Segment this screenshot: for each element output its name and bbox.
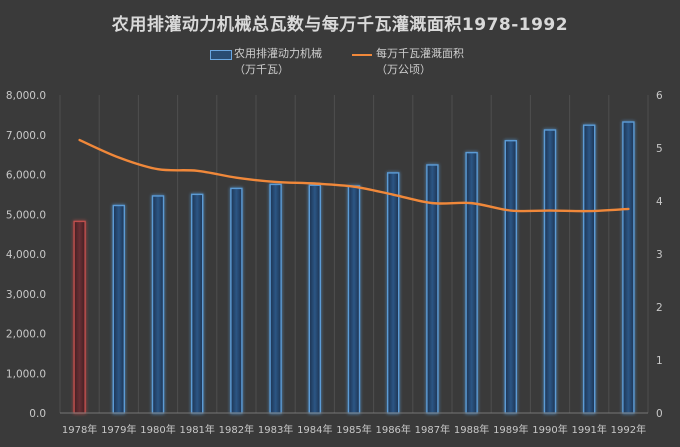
- x-tick-label: 1987年: [415, 423, 450, 436]
- y-right-tick-label: 3: [656, 249, 663, 261]
- y-left-tick-label: 1,000.0: [6, 368, 46, 380]
- y-left-tick-label: 4,000.0: [6, 249, 46, 261]
- chart-title: 农用排灌动力机械总瓦数与每万千瓦灌溉面积1978-1992: [111, 15, 569, 35]
- bar: [387, 172, 400, 414]
- y-right-tick-label: 4: [656, 196, 663, 208]
- bar: [465, 151, 478, 414]
- bars-layer: [73, 121, 635, 414]
- x-tick-label: 1985年: [336, 423, 371, 436]
- line-layer: [78, 138, 630, 213]
- x-tick-label: 1991年: [571, 423, 606, 436]
- x-tick-label: 1989年: [493, 423, 528, 436]
- y-right-tick-label: 2: [656, 302, 663, 314]
- x-tick-label: 1980年: [140, 423, 175, 436]
- bar: [151, 195, 165, 414]
- y-left-tick-label: 2,000.0: [6, 329, 46, 341]
- axis-layer: 0.0 1,000.0 2,000.0 3,000.0 4,000.0 5,000.0 6,…: [6, 90, 663, 436]
- grid-layer: [59, 95, 649, 413]
- x-tick-label: 1988年: [454, 423, 489, 436]
- legend-line-swatch: [352, 54, 372, 56]
- x-tick-label: 1984年: [297, 423, 332, 436]
- y-right-tick-label: 6: [656, 90, 663, 102]
- bar: [543, 129, 557, 414]
- y-right-tick-label: 1: [656, 355, 663, 367]
- y-left-tick-label: 7,000.0: [6, 130, 46, 142]
- x-tick-label: 1992年: [611, 423, 646, 436]
- legend-bar-unit: （万千瓦）: [234, 63, 289, 76]
- x-tick-label: 1986年: [375, 423, 410, 436]
- x-tick-label: 1990年: [532, 423, 567, 436]
- bar: [190, 193, 204, 414]
- y-right-tick-label: 0: [656, 408, 663, 420]
- legend-bar-swatch: [210, 50, 232, 60]
- bar: [622, 121, 635, 414]
- y-left-tick-label: 8,000.0: [6, 90, 46, 102]
- x-tick-label: 1983年: [258, 423, 293, 436]
- x-tick-label: 1978年: [62, 423, 97, 436]
- bar: [583, 124, 596, 414]
- legend-bar-label: 农用排灌动力机械: [234, 47, 322, 60]
- bar: [269, 183, 282, 414]
- bar: [73, 220, 86, 414]
- x-tick-label: 1982年: [219, 423, 254, 436]
- legend-line-unit: （万公顷）: [376, 63, 431, 76]
- y-left-tick-label: 3,000.0: [6, 289, 46, 301]
- bar: [308, 184, 321, 414]
- y-left-tick-label: 5,000.0: [6, 209, 46, 221]
- legend-line-label: 每万千瓦灌溉面积: [376, 47, 464, 60]
- y-left-tick-label: 0.0: [29, 408, 46, 420]
- chart-legend: 农用排灌动力机械 （万千瓦） 每万千瓦灌溉面积 （万公顷）: [0, 47, 680, 83]
- bar: [347, 185, 361, 414]
- y-left-tick-label: 6,000.0: [6, 170, 46, 182]
- bar: [230, 187, 243, 414]
- y-right-tick-label: 5: [656, 143, 663, 155]
- bar: [112, 204, 126, 414]
- x-tick-label: 1979年: [101, 423, 136, 436]
- x-tick-label: 1981年: [179, 423, 214, 436]
- bar: [504, 140, 517, 414]
